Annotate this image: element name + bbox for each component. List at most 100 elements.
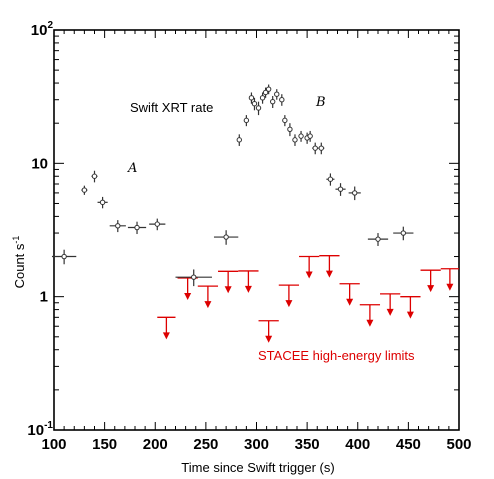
xrt-marker — [400, 230, 407, 236]
stacee-upper-limit — [157, 316, 176, 340]
xrt-data-point — [274, 89, 280, 100]
xrt-data-point — [326, 173, 335, 186]
x-tick-label: 200 — [143, 436, 168, 453]
x-tick-label: 450 — [396, 436, 421, 453]
xrt-marker — [287, 126, 293, 132]
stacee-upper-limit — [400, 296, 421, 319]
y-axis-title: Count s-1 — [11, 236, 27, 289]
stacee-upper-limit — [339, 283, 360, 306]
stacee-limit-arrowhead — [265, 335, 273, 343]
xrt-marker — [248, 95, 255, 101]
xrt-marker — [99, 199, 106, 206]
x-tick-label: 400 — [345, 436, 370, 453]
x-tick-label: 250 — [193, 436, 218, 453]
xrt-data-point — [109, 220, 126, 233]
region-b-label: B — [315, 95, 326, 110]
stacee-upper-limit — [258, 320, 279, 343]
xrt-data-point — [248, 92, 255, 104]
x-tick-label: 300 — [244, 436, 269, 453]
xrt-marker — [61, 253, 67, 260]
stacee-limit-arrowhead — [204, 301, 212, 309]
xrt-marker — [318, 145, 324, 151]
xrt-marker — [134, 224, 140, 231]
xrt-marker — [265, 86, 272, 92]
x-axis-title: Time since Swift trigger (s) — [181, 460, 334, 475]
xrt-data-point — [51, 249, 77, 265]
xrt-marker — [223, 234, 229, 240]
xrt-marker — [292, 137, 298, 143]
xrt-marker — [282, 117, 288, 124]
xrt-data-point — [97, 196, 108, 209]
stacee-upper-limit — [299, 255, 320, 279]
stacee-upper-limit — [359, 304, 381, 327]
xrt-marker — [337, 186, 344, 192]
xrt-marker — [307, 133, 313, 139]
xrt-marker — [91, 173, 98, 179]
stacee-upper-limit — [420, 269, 441, 293]
stacee-limit-arrowhead — [184, 293, 192, 301]
y-tick-label: 1 — [40, 289, 48, 306]
stacee-limit-arrowhead — [305, 271, 313, 279]
xrt-data-point — [149, 218, 166, 231]
stacee-limit-arrowhead — [386, 308, 394, 316]
xrt-data-point — [91, 170, 98, 183]
xrt-marker — [375, 236, 381, 242]
xrt-data-point — [318, 142, 325, 155]
xrt-marker — [298, 133, 304, 139]
xrt-data-point — [259, 92, 266, 104]
stacee-upper-limit — [278, 284, 300, 308]
xrt-data-point — [262, 87, 269, 98]
xrt-data-point — [393, 226, 414, 241]
xrt-data-point — [236, 134, 242, 146]
xrt-data-point — [292, 134, 298, 146]
stacee-upper-limit — [440, 268, 459, 291]
xrt-data-point — [270, 95, 276, 109]
xrt-data-point — [307, 130, 313, 142]
xrt-marker — [236, 137, 242, 143]
xrt-data-point — [348, 186, 361, 201]
xrt-marker — [262, 89, 269, 96]
xrt-marker — [243, 117, 250, 124]
xrt-marker — [154, 221, 160, 227]
stacee-limit-arrowhead — [427, 285, 435, 293]
stacee-limit-arrowhead — [325, 270, 333, 278]
stacee-limit-arrowhead — [224, 286, 232, 294]
xrt-data-point — [282, 115, 288, 127]
xrt-marker — [274, 91, 280, 97]
stacee-upper-limit — [218, 270, 239, 294]
stacee-limit-arrowhead — [285, 300, 293, 308]
y-tick-label: 10-1 — [27, 420, 53, 439]
xrt-data-point — [127, 221, 147, 235]
xrt-marker — [115, 223, 121, 229]
xrt-data-point — [251, 97, 258, 111]
stacee-limit-arrowhead — [162, 332, 170, 340]
xrt-data-point — [255, 101, 262, 116]
xrt-marker — [312, 145, 318, 151]
xrt-marker — [279, 97, 285, 103]
stacee-upper-limit — [380, 293, 401, 316]
xrt-rate-annotation: Swift XRT rate — [130, 100, 213, 115]
stacee-limit-arrowhead — [406, 311, 414, 319]
xrt-marker — [327, 176, 334, 182]
xrt-data-point — [335, 183, 346, 196]
stacee-limit-arrowhead — [244, 285, 252, 293]
xrt-marker — [81, 187, 88, 193]
x-tick-label: 150 — [92, 436, 117, 453]
stacee-limits-annotation: STACEE high-energy limits — [258, 348, 415, 363]
xrt-data-point — [279, 94, 285, 106]
x-tick-label: 100 — [41, 436, 66, 453]
xrt-marker — [251, 101, 258, 107]
xrt-data-point — [243, 115, 250, 127]
xrt-data-point — [298, 130, 304, 142]
xrt-data-point — [81, 185, 88, 195]
xrt-data-point — [367, 233, 389, 246]
stacee-limit-arrowhead — [446, 283, 454, 291]
y-tick-label: 10 — [31, 155, 48, 172]
stacee-upper-limit — [238, 270, 259, 293]
xrt-marker — [255, 105, 262, 111]
xrt-marker — [191, 274, 197, 280]
xrt-data-point — [265, 84, 272, 95]
stacee-upper-limit — [197, 285, 219, 309]
